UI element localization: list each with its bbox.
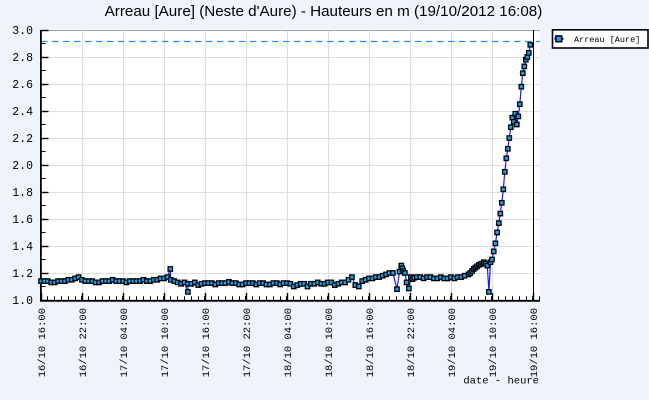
svg-text:17/10 22:00: 17/10 22:00 [242,308,254,377]
svg-text:19/10 10:00: 19/10 10:00 [488,308,500,377]
svg-text:19/10 16:00: 19/10 16:00 [529,308,541,377]
svg-text:2.4: 2.4 [12,106,33,119]
svg-text:3.0: 3.0 [12,25,33,38]
svg-text:17/10 16:00: 17/10 16:00 [201,308,213,377]
svg-text:1.8: 1.8 [12,187,33,200]
svg-text:2.0: 2.0 [12,160,33,173]
svg-text:Arreau [Aure] (Neste d'Aure) -: Arreau [Aure] (Neste d'Aure) - Hauteurs … [105,3,543,20]
svg-text:2.6: 2.6 [12,79,33,92]
svg-text:18/10 04:00: 18/10 04:00 [283,308,295,377]
svg-text:16/10 16:00: 16/10 16:00 [37,308,49,377]
svg-text:1.4: 1.4 [12,241,33,254]
svg-text:Arreau [Aure]: Arreau [Aure] [574,35,640,45]
svg-text:16/10 22:00: 16/10 22:00 [78,308,90,377]
svg-text:19/10 04:00: 19/10 04:00 [447,308,459,377]
svg-text:18/10 10:00: 18/10 10:00 [324,308,336,377]
svg-text:date - heure: date - heure [463,376,539,388]
svg-text:17/10 04:00: 17/10 04:00 [119,308,131,377]
svg-text:18/10 22:00: 18/10 22:00 [406,308,418,377]
svg-text:1.0: 1.0 [12,295,33,308]
svg-text:1.6: 1.6 [12,214,33,227]
svg-text:1.2: 1.2 [12,268,33,281]
svg-text:17/10 10:00: 17/10 10:00 [160,308,172,377]
svg-text:18/10 16:00: 18/10 16:00 [365,308,377,377]
svg-text:2.2: 2.2 [12,133,33,146]
svg-text:2.8: 2.8 [12,52,33,65]
